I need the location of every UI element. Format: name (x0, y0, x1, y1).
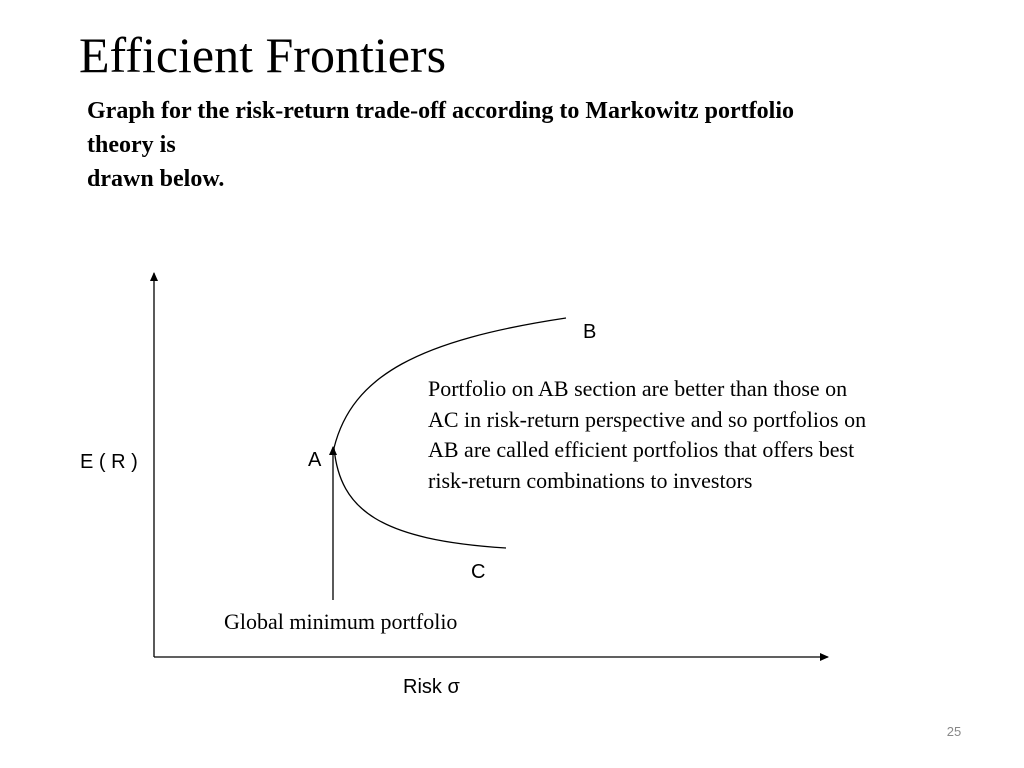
intro-line-2: theory is (87, 132, 176, 158)
inefficient-curve-ac (333, 447, 507, 549)
x-axis-label: Risk σ (403, 676, 460, 698)
point-c-label: C (471, 561, 485, 583)
intro-line-1: Graph for the risk-return trade-off acco… (87, 98, 794, 124)
point-b-label: B (583, 321, 596, 343)
note-line-3: AB are called efficient portfolios that … (428, 437, 855, 462)
note-line-1: Portfolio on AB section are better than … (428, 376, 848, 401)
note-line-2: AC in risk-return perspective and so por… (428, 406, 867, 432)
global-minimum-label: Global minimum portfolio (224, 609, 457, 634)
efficient-frontier-curve-ab (333, 317, 567, 449)
point-a-label: A (308, 449, 322, 471)
note-line-4: risk-return combinations to investors (428, 467, 753, 493)
y-axis-label: E ( R ) (80, 451, 138, 473)
efficient-portfolio-note: Portfolio on AB section are better than … (428, 374, 988, 496)
intro-text: Graph for the risk-return trade-off acco… (87, 94, 947, 196)
slide-title: Efficient Frontiers (79, 27, 447, 83)
intro-line-3: drawn below. (87, 166, 225, 192)
page-number: 25 (946, 724, 962, 739)
